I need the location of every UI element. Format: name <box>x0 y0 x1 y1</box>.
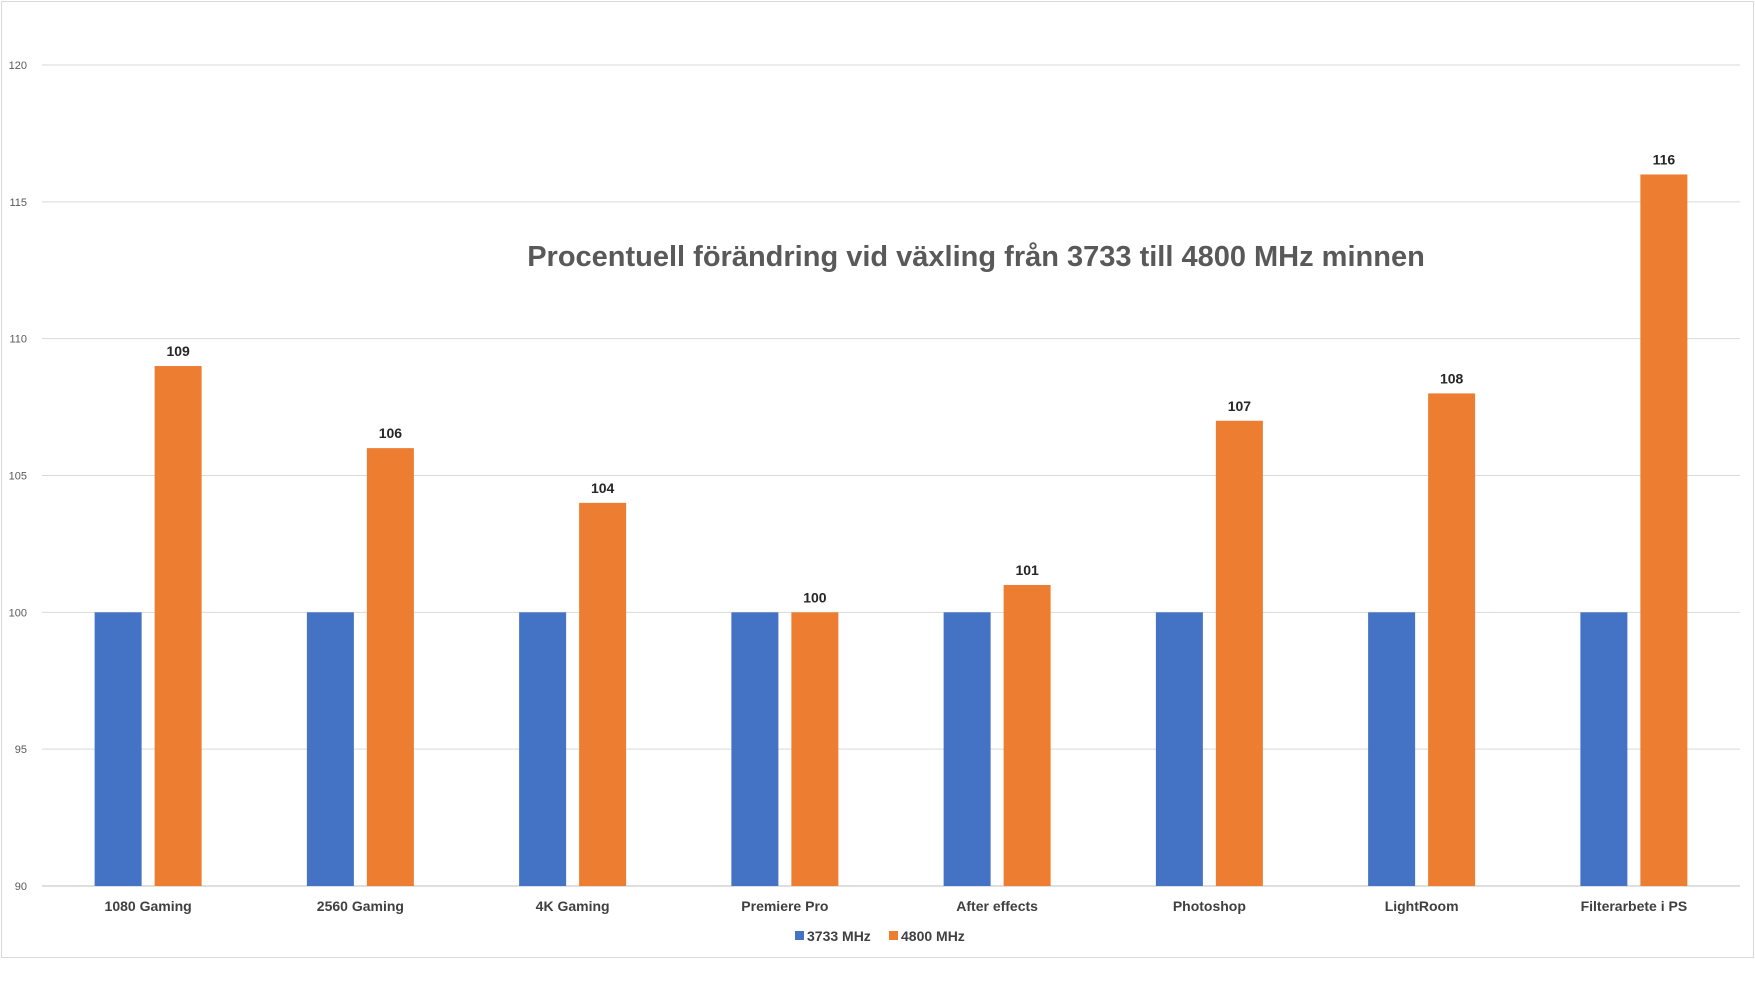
bar <box>1215 420 1263 886</box>
data-labels: 109 106 104 100 101 107 108 116 <box>166 151 1675 605</box>
y-tick-label: 120 <box>9 60 27 72</box>
data-label: 108 <box>1440 370 1464 386</box>
legend-swatch <box>889 931 898 940</box>
x-tick-label: After effects <box>956 898 1038 914</box>
y-axis-ticks: 90 95 100 105 110 115 120 <box>9 60 27 893</box>
bar <box>1428 393 1476 886</box>
bar <box>943 612 991 886</box>
legend-label: 3733 MHz <box>807 928 871 944</box>
x-tick-label: 2560 Gaming <box>317 898 404 914</box>
bar <box>731 612 779 886</box>
legend-label: 4800 MHz <box>901 928 965 944</box>
legend: 3733 MHz 4800 MHz <box>795 928 965 944</box>
y-tick-label: 105 <box>9 471 27 483</box>
x-tick-label: Filterarbete i PS <box>1581 898 1688 914</box>
x-tick-label: 4K Gaming <box>536 898 610 914</box>
data-label: 101 <box>1015 562 1039 578</box>
data-label: 107 <box>1228 398 1252 414</box>
bar <box>366 448 414 886</box>
bar <box>1155 612 1203 886</box>
chart-title: Procentuell förändring vid växling från … <box>527 241 1425 273</box>
data-label: 106 <box>379 425 403 441</box>
y-tick-label: 115 <box>9 197 27 209</box>
x-tick-label: Premiere Pro <box>741 898 828 914</box>
bars <box>94 174 1688 886</box>
bar <box>1640 174 1688 886</box>
data-label: 116 <box>1653 151 1676 167</box>
bar <box>1580 612 1628 886</box>
x-axis-ticks: 1080 Gaming 2560 Gaming 4K Gaming Premiere … <box>105 898 1688 914</box>
bar <box>1368 612 1416 886</box>
bar <box>306 612 354 886</box>
bar <box>154 366 202 886</box>
bar <box>579 502 627 886</box>
bar <box>519 612 567 886</box>
bar <box>94 612 142 886</box>
data-label: 100 <box>803 589 827 605</box>
data-label: 104 <box>591 480 615 496</box>
x-tick-label: 1080 Gaming <box>105 898 192 914</box>
legend-swatch <box>795 931 804 940</box>
gridlines <box>42 64 1740 887</box>
y-tick-label: 100 <box>9 607 27 619</box>
data-label: 109 <box>166 343 190 359</box>
x-tick-label: LightRoom <box>1385 898 1459 914</box>
bar <box>1003 584 1051 886</box>
y-tick-label: 95 <box>15 744 27 756</box>
x-tick-label: Photoshop <box>1173 898 1246 914</box>
y-tick-label: 90 <box>15 881 27 893</box>
bar <box>791 612 839 886</box>
y-tick-label: 110 <box>9 334 27 346</box>
